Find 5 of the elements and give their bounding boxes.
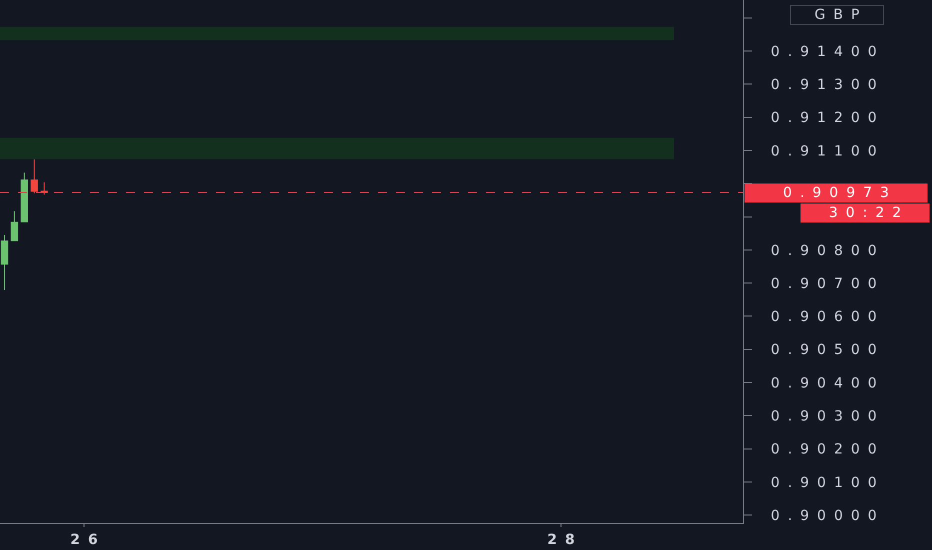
candlestick xyxy=(30,158,38,194)
candlestick xyxy=(0,234,8,290)
candlestick xyxy=(20,172,28,222)
candlestick xyxy=(40,182,48,196)
candlestick xyxy=(10,210,18,242)
